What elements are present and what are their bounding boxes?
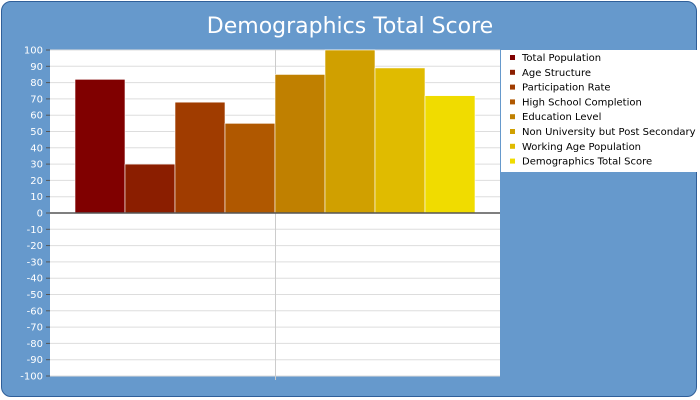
y-tick-label: -50: [27, 290, 43, 301]
bar-participation-rate: [174, 101, 226, 214]
bar-high-school-completion: [224, 123, 276, 214]
bar-education-level: [274, 74, 326, 214]
legend-swatch: [510, 99, 515, 105]
y-tick-label: 10: [30, 192, 43, 203]
y-tick-label: -60: [27, 306, 43, 317]
y-tick-label: -80: [27, 339, 43, 350]
y-tick-label: -100: [20, 372, 43, 383]
y-tick-label: 30: [30, 160, 43, 171]
y-tick-label: 0: [37, 209, 43, 220]
y-tick-label: 60: [30, 111, 43, 122]
legend-label: High School Completion: [522, 97, 642, 108]
bar-age-structure: [124, 163, 176, 214]
legend: Total Population Age Structure Participati…: [501, 50, 698, 172]
chart-title: Demographics Total Score: [206, 14, 494, 39]
y-tick-label: -30: [27, 257, 43, 268]
legend-label: Demographics Total Score: [522, 157, 652, 168]
legend-label: Age Structure: [522, 68, 591, 79]
legend-label: Education Level: [522, 112, 601, 123]
legend-label: Participation Rate: [522, 83, 611, 94]
legend-swatch: [510, 129, 515, 134]
legend-swatch: [510, 55, 515, 60]
bar-working-age-population: [374, 67, 426, 214]
y-tick-label: 80: [30, 78, 43, 89]
y-tick-label: -90: [27, 355, 43, 366]
legend-box: [501, 50, 698, 172]
bars: [50, 49, 500, 214]
y-axis-ticks: -100-90-80-70-60-50-40-30-20-10010203040…: [20, 46, 50, 383]
y-tick-label: 90: [30, 62, 43, 73]
y-tick-label: -40: [27, 274, 43, 285]
bar-demographics-total-score: [424, 95, 476, 214]
legend-swatch: [510, 143, 515, 149]
legend-label: Non University but Post Secondary: [522, 127, 696, 138]
y-tick-label: -70: [27, 323, 43, 334]
y-tick-label: 40: [30, 143, 43, 154]
y-tick-label: 70: [30, 94, 43, 105]
legend-swatch: [510, 69, 515, 75]
y-tick-label: -10: [27, 225, 43, 236]
bar-non-university-but-post-secondary: [324, 49, 376, 214]
y-tick-label: 100: [24, 46, 43, 57]
legend-swatch: [510, 84, 515, 90]
y-tick-label: 20: [30, 176, 43, 187]
y-tick-label: -20: [27, 241, 43, 252]
y-tick-label: 50: [30, 127, 43, 138]
legend-swatch: [510, 114, 515, 120]
legend-swatch: [510, 158, 515, 164]
legend-label: Working Age Population: [522, 142, 641, 153]
legend-label: Total Population: [521, 53, 601, 64]
bar-total-population: [74, 79, 126, 214]
